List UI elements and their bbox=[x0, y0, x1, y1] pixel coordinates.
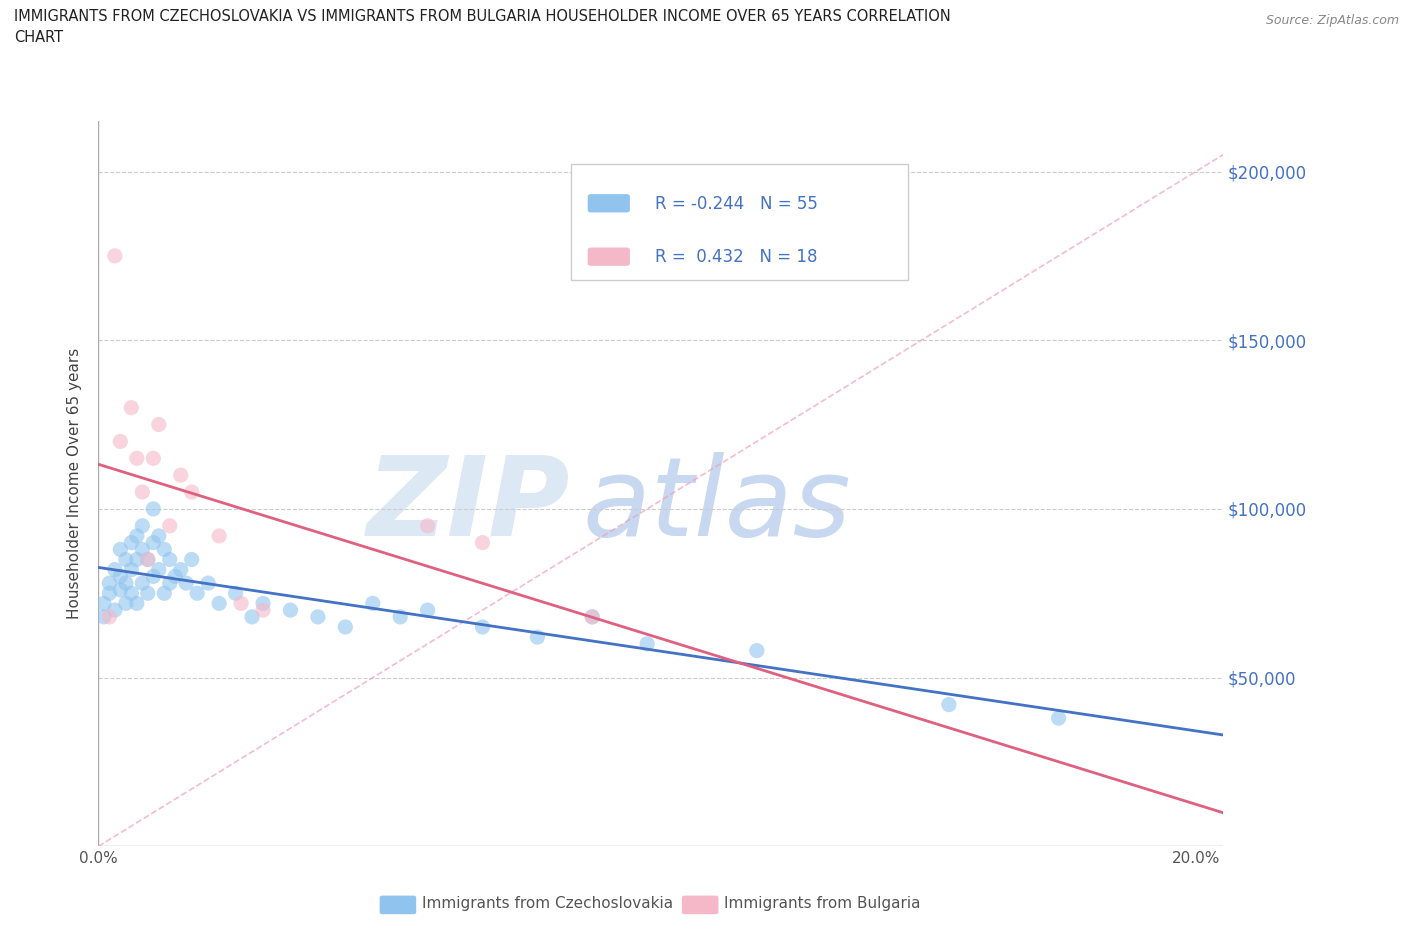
Point bbox=[136, 586, 159, 601]
Point bbox=[104, 563, 127, 578]
Point bbox=[98, 576, 121, 591]
Point bbox=[142, 451, 165, 466]
Point bbox=[148, 418, 170, 432]
Point bbox=[526, 630, 548, 644]
Point bbox=[170, 468, 193, 483]
Point bbox=[104, 248, 127, 263]
Point bbox=[120, 400, 142, 415]
Point bbox=[197, 576, 219, 591]
Point bbox=[110, 582, 132, 597]
Point bbox=[186, 586, 208, 601]
Point bbox=[120, 563, 142, 578]
Point bbox=[938, 698, 960, 712]
Point bbox=[98, 586, 121, 601]
Point bbox=[745, 644, 768, 658]
Point bbox=[115, 596, 138, 611]
Point bbox=[581, 609, 603, 624]
Point bbox=[125, 528, 148, 543]
Point bbox=[125, 552, 148, 567]
Point bbox=[159, 552, 181, 567]
Point bbox=[136, 552, 159, 567]
Point bbox=[159, 518, 181, 533]
Point bbox=[93, 596, 115, 611]
Point bbox=[159, 576, 181, 591]
Point bbox=[115, 576, 138, 591]
Point bbox=[225, 586, 247, 601]
Point bbox=[110, 569, 132, 584]
Point bbox=[252, 596, 274, 611]
FancyBboxPatch shape bbox=[571, 165, 908, 281]
Point bbox=[335, 619, 357, 634]
Point bbox=[148, 563, 170, 578]
Point bbox=[180, 552, 202, 567]
Point bbox=[104, 603, 127, 618]
Point bbox=[153, 542, 176, 557]
Point bbox=[307, 609, 329, 624]
Y-axis label: Householder Income Over 65 years: Householder Income Over 65 years bbox=[67, 348, 83, 619]
Point bbox=[208, 528, 231, 543]
Point bbox=[142, 569, 165, 584]
Point bbox=[471, 535, 494, 550]
Point bbox=[131, 518, 153, 533]
Point bbox=[389, 609, 412, 624]
Text: R = -0.244   N = 55: R = -0.244 N = 55 bbox=[655, 194, 818, 213]
Point bbox=[125, 451, 148, 466]
Point bbox=[142, 501, 165, 516]
Point bbox=[280, 603, 302, 618]
Point bbox=[110, 542, 132, 557]
Point bbox=[98, 609, 121, 624]
Point bbox=[125, 596, 148, 611]
Point bbox=[361, 596, 384, 611]
Text: Immigrants from Bulgaria: Immigrants from Bulgaria bbox=[724, 897, 921, 911]
Point bbox=[165, 569, 187, 584]
Text: IMMIGRANTS FROM CZECHOSLOVAKIA VS IMMIGRANTS FROM BULGARIA HOUSEHOLDER INCOME OV: IMMIGRANTS FROM CZECHOSLOVAKIA VS IMMIGR… bbox=[14, 9, 950, 46]
Point bbox=[636, 636, 658, 651]
Point bbox=[252, 603, 274, 618]
Point bbox=[131, 485, 153, 499]
Point bbox=[208, 596, 231, 611]
Point bbox=[180, 485, 202, 499]
Point bbox=[120, 535, 142, 550]
Point bbox=[153, 586, 176, 601]
Point bbox=[170, 563, 193, 578]
Point bbox=[142, 535, 165, 550]
Point bbox=[416, 603, 439, 618]
Point bbox=[471, 619, 494, 634]
Point bbox=[148, 528, 170, 543]
Point bbox=[115, 552, 138, 567]
Point bbox=[131, 576, 153, 591]
Text: Source: ZipAtlas.com: Source: ZipAtlas.com bbox=[1265, 14, 1399, 27]
Point bbox=[131, 542, 153, 557]
Text: atlas: atlas bbox=[582, 452, 851, 559]
Text: R =  0.432   N = 18: R = 0.432 N = 18 bbox=[655, 248, 818, 266]
Point bbox=[93, 609, 115, 624]
FancyBboxPatch shape bbox=[588, 194, 630, 212]
Point bbox=[136, 552, 159, 567]
Text: ZIP: ZIP bbox=[367, 452, 571, 559]
Point bbox=[120, 586, 142, 601]
FancyBboxPatch shape bbox=[588, 247, 630, 266]
Point bbox=[240, 609, 263, 624]
Point bbox=[174, 576, 197, 591]
Point bbox=[1047, 711, 1070, 725]
Point bbox=[581, 609, 603, 624]
Point bbox=[416, 518, 439, 533]
Point bbox=[110, 434, 132, 449]
Text: Immigrants from Czechoslovakia: Immigrants from Czechoslovakia bbox=[422, 897, 673, 911]
Point bbox=[229, 596, 252, 611]
